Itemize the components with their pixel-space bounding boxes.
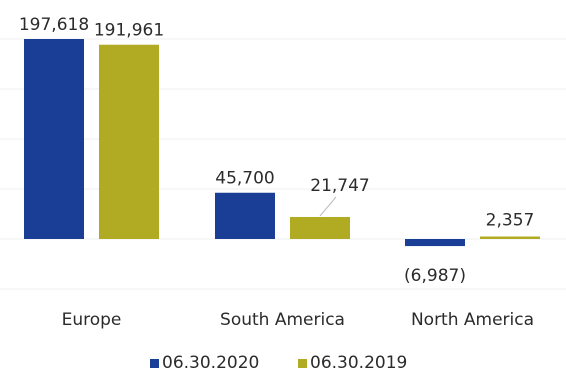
bar-south-america-06-30-2020 (215, 192, 275, 239)
bar-north-america-06-30-2020 (405, 239, 465, 247)
bar-europe-06-30-2020 (24, 39, 84, 239)
value-labels: 197,618 191,961 45,700 21,747 (6,987) 2,357 (19, 15, 534, 286)
leader-line-south-america-06-30-2019 (319, 196, 337, 217)
value-label-europe-06-30-2020: 197,618 (19, 15, 89, 35)
value-label-north-america-06-30-2020: (6,987) (404, 266, 466, 286)
category-label-north-america: North America (411, 310, 534, 330)
bar-south-america-06-30-2019 (290, 216, 350, 239)
value-label-south-america-06-30-2020: 45,700 (215, 169, 274, 189)
bars (24, 39, 540, 247)
category-labels: Europe South America North America (62, 310, 534, 330)
legend-label-06-30-2019: 06.30.2019 (310, 353, 407, 373)
gridlines (0, 38, 566, 290)
legend-swatch-06-30-2020 (150, 359, 159, 368)
value-label-europe-06-30-2019: 191,961 (94, 21, 164, 41)
value-label-south-america-06-30-2019: 21,747 (310, 176, 369, 196)
legend-swatch-06-30-2019 (298, 359, 307, 368)
category-label-europe: Europe (62, 310, 122, 330)
legend: 06.30.2020 06.30.2019 (150, 353, 407, 373)
value-label-north-america-06-30-2019: 2,357 (486, 211, 535, 231)
legend-label-06-30-2020: 06.30.2020 (162, 353, 259, 373)
bar-north-america-06-30-2019 (480, 236, 540, 239)
bar-europe-06-30-2019 (99, 44, 159, 239)
category-label-south-america: South America (220, 310, 345, 330)
